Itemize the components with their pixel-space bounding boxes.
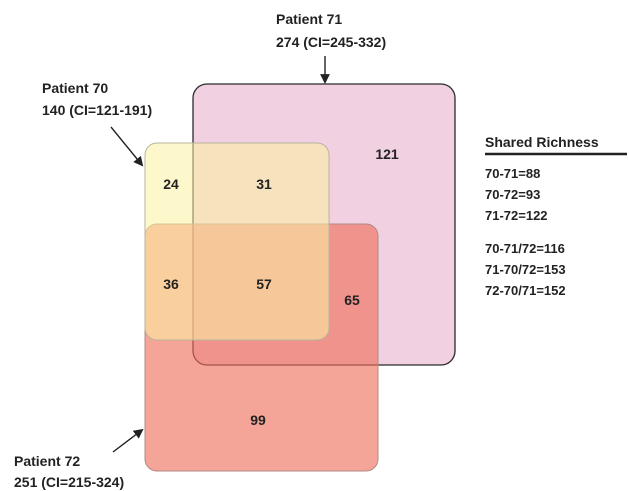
patient-72-richness: 251 (CI=215-324) [14,474,124,490]
shared-richness-list: 70-71=88 70-72=93 71-72=122 70-71/72=116 71-… [485,166,566,298]
patient-70-name: Patient 70 [42,80,108,96]
shared-richness-group1-row-1: 70-71=88 [485,166,540,181]
region-71-72: 65 [344,292,360,308]
shared-richness-group1-row-2: 70-72=93 [485,187,540,202]
patient-72-arrow [112,428,144,453]
region-70-71: 31 [256,176,272,192]
region-only-72: 99 [250,412,266,428]
shared-richness-group2-row-1: 70-71/72=116 [485,241,565,256]
region-70-72: 36 [163,276,179,292]
patient-70-richness: 140 (CI=121-191) [42,102,152,118]
patient-71-richness: 274 (CI=245-332) [276,34,386,50]
shared-richness-group2-row-2: 71-70/72=153 [485,262,566,277]
shared-richness-title: Shared Richness [485,134,599,150]
patient-72-name: Patient 72 [14,453,80,469]
patient-71-name: Patient 71 [276,11,342,27]
patient-70-arrow [110,126,144,167]
patient-70-set [144,142,330,341]
region-only-70: 24 [163,176,179,192]
region-70-71-72: 57 [256,276,272,292]
shared-richness-group1-row-3: 71-72=122 [485,208,548,223]
region-only-71: 121 [375,146,399,162]
shared-richness-group2-row-3: 72-70/71=152 [485,283,566,298]
